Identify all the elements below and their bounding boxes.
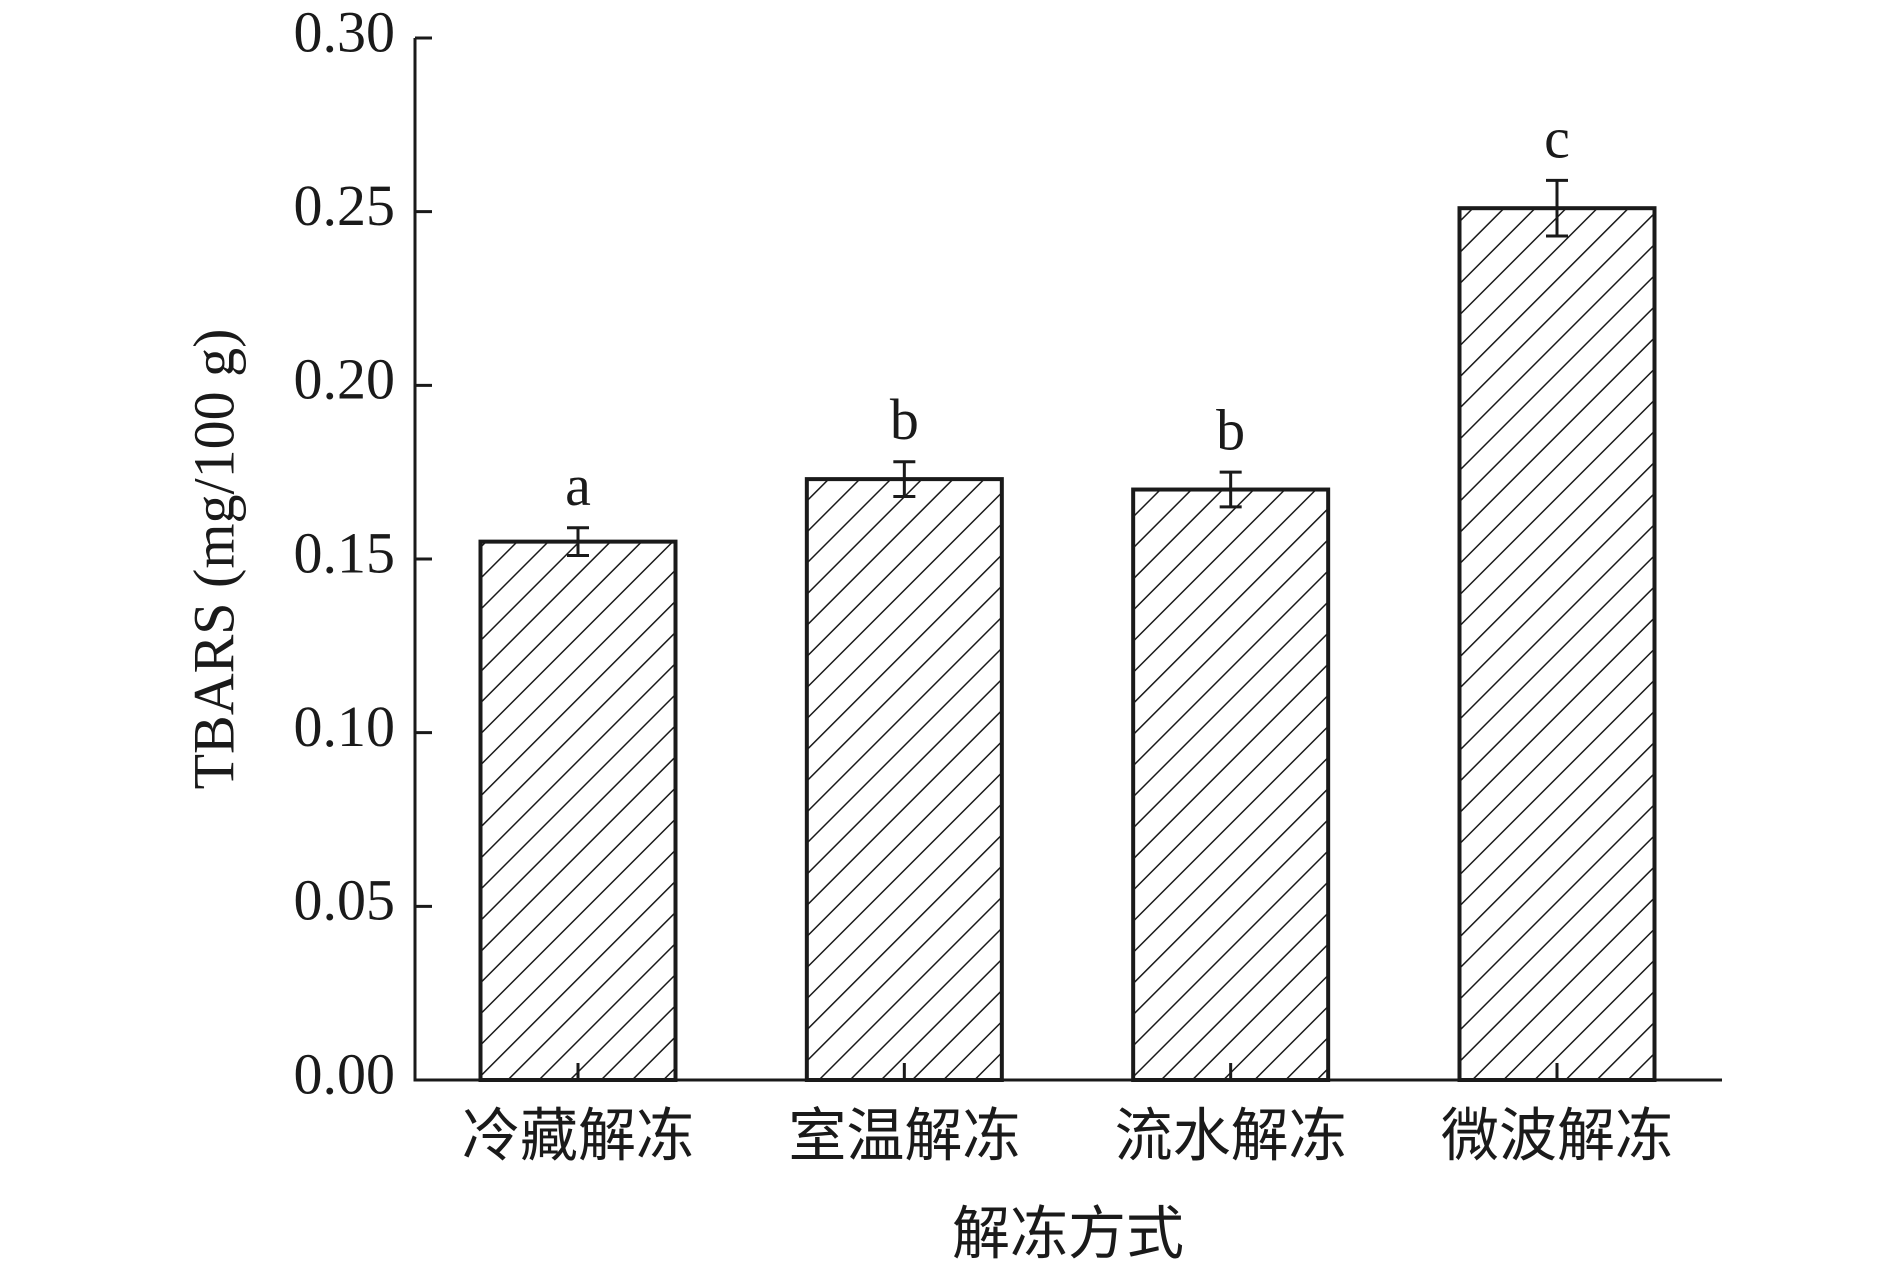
y-tick-label: 0.10 [294, 694, 396, 759]
bar [1131, 487, 1331, 1082]
error-bar [1219, 470, 1242, 509]
error-bar [1546, 178, 1568, 238]
significance-label: c [1544, 106, 1570, 171]
bar [1457, 206, 1657, 1082]
error-bar [567, 526, 589, 558]
x-tick-label: 冷藏解冻 [462, 1103, 694, 1168]
y-tick-label: 0.15 [294, 520, 396, 585]
significance-label: a [565, 453, 591, 518]
x-tick-label: 室温解冻 [788, 1103, 1020, 1168]
significance-label: b [890, 387, 919, 452]
y-tick-label: 0.05 [294, 868, 396, 933]
bar [804, 477, 1004, 1082]
x-tick-label: 微波解冻 [1441, 1103, 1673, 1168]
x-tick-label: 流水解冻 [1115, 1103, 1347, 1168]
y-axis-title: TBARS (mg/100 g) [181, 329, 246, 790]
y-tick-label: 0.00 [294, 1041, 396, 1106]
x-axis-title: 解冻方式 [952, 1201, 1184, 1266]
error-bar [893, 460, 916, 498]
y-tick-label: 0.25 [294, 173, 396, 238]
significance-label: b [1216, 397, 1245, 462]
bar [478, 539, 678, 1082]
axes [413, 38, 1722, 1082]
y-tick-label: 0.20 [294, 347, 396, 412]
y-tick-label: 0.30 [294, 0, 396, 64]
